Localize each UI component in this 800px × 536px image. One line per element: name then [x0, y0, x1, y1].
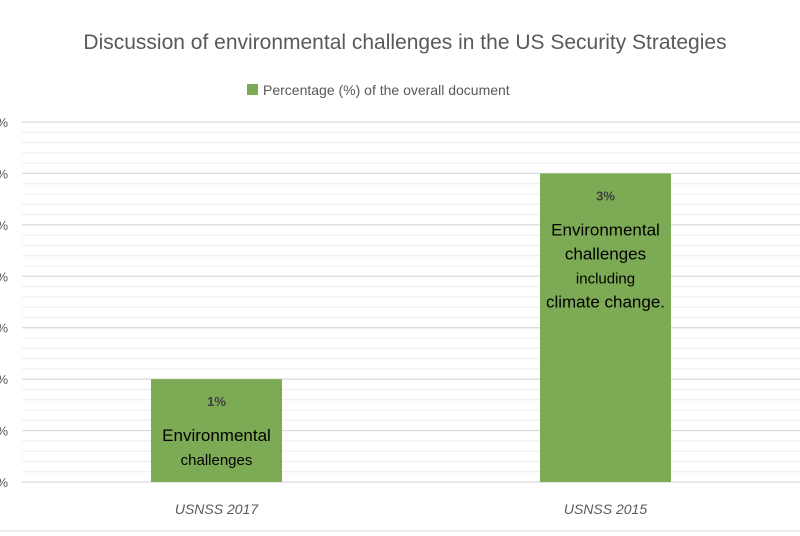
bar-usnss-2015 — [540, 173, 671, 482]
data-label: 1% — [207, 394, 226, 409]
y-tick-label: % — [0, 424, 8, 439]
bar-annotation-line: Environmental — [551, 220, 660, 239]
y-tick-label: % — [0, 218, 8, 233]
y-axis-tick-labels: %%%%%%%% — [0, 115, 8, 490]
y-tick-label: % — [0, 115, 8, 130]
bar-annotation-line: Environmental — [162, 426, 271, 445]
x-tick-label: USNSS 2015 — [564, 501, 647, 517]
legend-swatch — [247, 84, 258, 95]
chart-title: Discussion of environmental challenges i… — [83, 31, 726, 54]
bar-annotation-line: including — [576, 270, 635, 287]
y-tick-label: % — [0, 269, 8, 284]
y-tick-label: % — [0, 475, 8, 490]
data-labels: 1% Environmental challenges 3% Environmental… — [162, 188, 665, 469]
x-axis-tick-labels: USNSS 2017 USNSS 2015 — [175, 501, 647, 517]
x-tick-label: USNSS 2017 — [175, 501, 259, 517]
legend-label: Percentage (%) of the overall document — [263, 82, 510, 98]
data-label: 3% — [596, 188, 615, 203]
bar-annotation-line: challenges — [565, 244, 646, 263]
y-tick-label: % — [0, 372, 8, 387]
y-tick-label: % — [0, 321, 8, 336]
legend: Percentage (%) of the overall document — [247, 82, 510, 98]
bar-annotation-line: climate change. — [546, 292, 665, 311]
bar-usnss-2017 — [151, 379, 282, 482]
bar-annotation-line: challenges — [181, 452, 253, 469]
bars — [151, 173, 671, 482]
y-tick-label: % — [0, 166, 8, 181]
